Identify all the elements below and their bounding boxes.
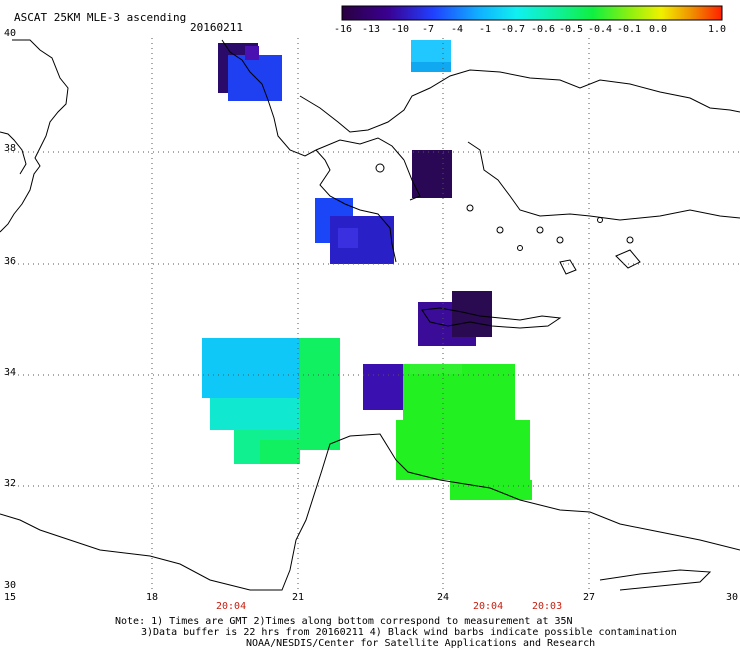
lon-label: 15 <box>4 592 17 603</box>
colorbar-tick: -1 <box>478 24 492 35</box>
lon-label: 18 <box>146 592 159 603</box>
wind-swaths <box>202 40 532 500</box>
colorbar-tick: -0.7 <box>500 24 526 35</box>
swath-libya-square <box>363 364 403 410</box>
lat-label: 40 <box>4 28 17 39</box>
note-line-3: NOAA/NESDIS/Center for Satellite Applica… <box>246 638 596 649</box>
colorbar-tick: -0.6 <box>530 24 556 35</box>
pass-time: 20:04 <box>216 601 247 612</box>
colorbar-tick: 1.0 <box>707 24 727 35</box>
colorbar <box>341 5 723 21</box>
note-line-1: Note: 1) Times are GMT 2)Times along bot… <box>115 616 573 627</box>
lat-label: 38 <box>4 143 17 154</box>
swath-libya-west <box>300 338 340 450</box>
pass-time: 20:03 <box>532 601 563 612</box>
lon-label: 30 <box>726 592 739 603</box>
lon-label: 24 <box>437 592 450 603</box>
map-date: 20160211 <box>190 21 243 34</box>
colorbar-tick: -4 <box>450 24 464 35</box>
colorbar-tick: 0.0 <box>648 24 668 35</box>
swath-north-adriatic-blue <box>228 55 282 101</box>
lat-label: 30 <box>4 580 17 591</box>
coastlines <box>0 39 740 591</box>
lon-label: 21 <box>292 592 305 603</box>
lat-label: 34 <box>4 367 17 378</box>
colorbar-tick: -13 <box>361 24 381 35</box>
graticule <box>8 38 740 590</box>
colorbar-tick: -0.1 <box>616 24 642 35</box>
colorbar-tick: -0.4 <box>587 24 613 35</box>
note-line-2: 3)Data buffer is 22 hrs from 20160211 4)… <box>141 627 677 638</box>
pass-time: 20:04 <box>473 601 504 612</box>
colorbar-tick: -16 <box>333 24 353 35</box>
lon-label: 27 <box>583 592 596 603</box>
map-title: ASCAT 25KM MLE-3 ascending <box>14 11 187 24</box>
colorbar-tick: -0.5 <box>558 24 584 35</box>
swath-central-aegean <box>412 150 452 198</box>
lat-label: 32 <box>4 478 17 489</box>
colorbar-tick: -7 <box>421 24 435 35</box>
lat-label: 36 <box>4 256 17 267</box>
colorbar-tick: -10 <box>390 24 410 35</box>
